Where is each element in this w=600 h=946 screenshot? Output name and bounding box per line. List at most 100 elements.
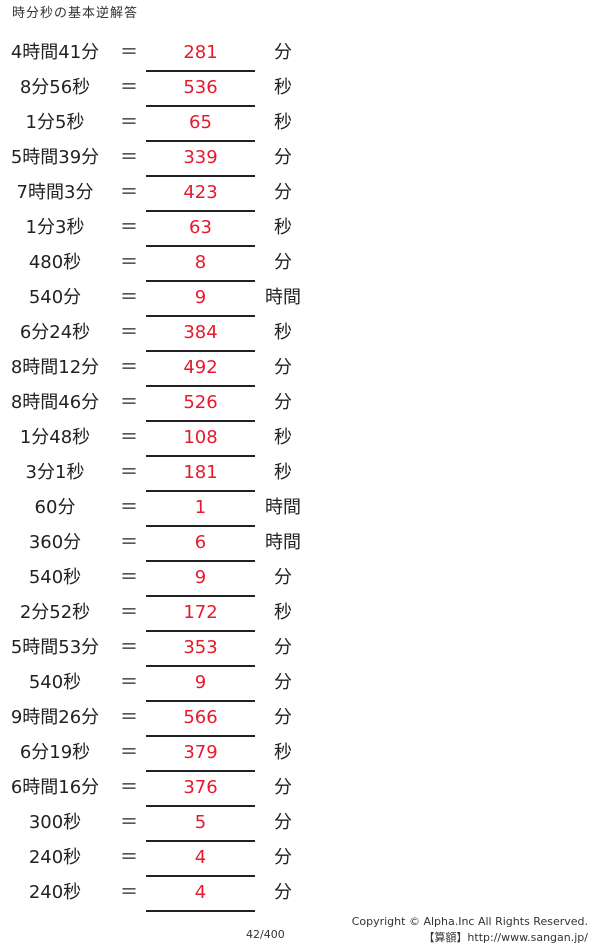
problem-row: 540秒 ＝ 9 分 [0,665,600,702]
question: 1分48秒 [19,427,91,448]
question: 8時間12分 [10,357,100,378]
unit: 分 [274,812,292,833]
question: 60分 [34,497,76,518]
answer-underline [146,245,255,247]
answer: 526 [183,392,218,413]
answer: 353 [183,637,218,658]
equals-sign: ＝ [120,672,138,693]
question: 5時間39分 [10,147,100,168]
problem-row: 240秒 ＝ 4 分 [0,875,600,912]
question: 9時間26分 [10,707,100,728]
answer: 9 [194,672,207,693]
site-url: 【算額】http://www.sangan.jp/ [423,931,588,944]
answer-underline [146,525,255,527]
question: 540秒 [28,567,82,588]
equals-sign: ＝ [120,42,138,63]
answer-underline [146,910,255,912]
equals-sign: ＝ [120,182,138,203]
copyright-text: Copyright © Alpha.Inc All Rights Reserve… [351,915,588,928]
question: 8分56秒 [19,77,91,98]
unit: 分 [274,392,292,413]
problem-row: 540分 ＝ 9 時間 [0,280,600,317]
question: 240秒 [28,847,82,868]
answer: 339 [183,147,218,168]
answer-underline [146,490,255,492]
unit: 秒 [274,77,292,98]
answer-underline [146,280,255,282]
unit: 秒 [274,742,292,763]
answer-underline [146,595,255,597]
equals-sign: ＝ [120,742,138,763]
answer-underline [146,70,255,72]
answer-underline [146,455,255,457]
unit: 秒 [274,462,292,483]
question: 3分1秒 [25,462,85,483]
answer: 492 [183,357,218,378]
question: 240秒 [28,882,82,903]
question: 6時間16分 [10,777,100,798]
answer: 172 [183,602,218,623]
unit: 秒 [274,427,292,448]
equals-sign: ＝ [120,427,138,448]
unit: 秒 [274,322,292,343]
problem-row: 480秒 ＝ 8 分 [0,245,600,282]
equals-sign: ＝ [120,567,138,588]
unit: 分 [274,707,292,728]
unit: 分 [274,637,292,658]
problem-row: 3分1秒 ＝ 181 秒 [0,455,600,492]
question: 1分5秒 [25,112,85,133]
problem-row: 8時間12分 ＝ 492 分 [0,350,600,387]
question: 300秒 [28,812,82,833]
answer-underline [146,210,255,212]
answer: 5 [194,812,207,833]
answer-underline [146,840,255,842]
equals-sign: ＝ [120,637,138,658]
unit: 分 [274,847,292,868]
answer: 536 [183,77,218,98]
answer-underline [146,420,255,422]
answer-underline [146,735,255,737]
unit: 秒 [274,112,292,133]
question: 1分3秒 [25,217,85,238]
equals-sign: ＝ [120,847,138,868]
problem-row: 360分 ＝ 6 時間 [0,525,600,562]
problem-row: 60分 ＝ 1 時間 [0,490,600,527]
answer: 1 [194,497,207,518]
question: 6分19秒 [19,742,91,763]
answer: 65 [189,112,212,133]
problem-row: 240秒 ＝ 4 分 [0,840,600,877]
answer: 379 [183,742,218,763]
problem-row: 4時間41分 ＝ 281 分 [0,35,600,72]
answer-underline [146,805,255,807]
problem-row: 1分3秒 ＝ 63 秒 [0,210,600,247]
unit: 秒 [274,602,292,623]
equals-sign: ＝ [120,147,138,168]
question: 4時間41分 [10,42,100,63]
unit: 分 [274,567,292,588]
answer: 181 [183,462,218,483]
answer: 423 [183,182,218,203]
problem-row: 5時間39分 ＝ 339 分 [0,140,600,177]
question: 7時間3分 [16,182,94,203]
equals-sign: ＝ [120,322,138,343]
problem-row: 300秒 ＝ 5 分 [0,805,600,842]
problem-row: 5時間53分 ＝ 353 分 [0,630,600,667]
answer-underline [146,140,255,142]
answer: 4 [194,882,207,903]
equals-sign: ＝ [120,707,138,728]
equals-sign: ＝ [120,112,138,133]
problem-row: 8分56秒 ＝ 536 秒 [0,70,600,107]
question: 540分 [28,287,82,308]
question: 540秒 [28,672,82,693]
answer: 376 [183,777,218,798]
answer-underline [146,315,255,317]
question: 360分 [28,532,82,553]
equals-sign: ＝ [120,882,138,903]
equals-sign: ＝ [120,252,138,273]
unit: 分 [274,252,292,273]
unit: 分 [274,672,292,693]
question: 8時間46分 [10,392,100,413]
worksheet-title: 時分秒の基本逆解答 [12,6,139,21]
problem-row: 6時間16分 ＝ 376 分 [0,770,600,807]
problem-row: 8時間46分 ＝ 526 分 [0,385,600,422]
